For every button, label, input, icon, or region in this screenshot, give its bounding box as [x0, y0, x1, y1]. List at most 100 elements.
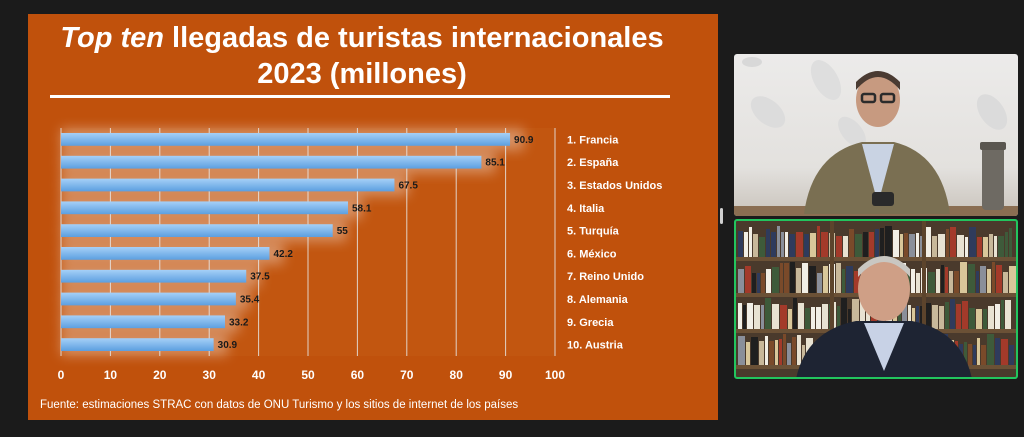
book — [821, 232, 828, 257]
book — [747, 303, 753, 329]
book — [875, 229, 879, 257]
book — [746, 342, 750, 365]
book — [805, 308, 810, 329]
book — [860, 299, 865, 329]
book — [976, 271, 979, 293]
book — [957, 235, 964, 257]
participant-video-1[interactable] — [734, 54, 1018, 216]
bar — [61, 269, 247, 283]
book — [817, 273, 822, 293]
glasses — [860, 92, 877, 104]
book — [880, 228, 884, 257]
bar-value-label: 30.9 — [218, 340, 238, 351]
book — [946, 229, 949, 257]
book — [789, 234, 795, 257]
book — [869, 232, 874, 257]
book — [893, 308, 897, 329]
book — [749, 227, 752, 257]
book — [912, 308, 915, 329]
person-head — [858, 257, 910, 321]
book — [916, 273, 920, 293]
book — [802, 263, 808, 293]
participant-video-2-active[interactable] — [734, 219, 1018, 379]
book — [932, 305, 938, 329]
person-shirt — [864, 323, 904, 371]
book — [775, 340, 778, 365]
book — [772, 304, 779, 329]
book — [751, 337, 758, 365]
panel-resize-handle[interactable] — [720, 208, 723, 224]
book — [898, 306, 901, 329]
book — [761, 305, 764, 329]
book — [987, 334, 994, 365]
book — [849, 229, 854, 257]
book — [969, 227, 976, 257]
book — [908, 305, 911, 329]
book — [793, 298, 797, 329]
x-tick-label: 70 — [400, 368, 414, 382]
book — [757, 273, 760, 293]
x-tick-label: 0 — [58, 368, 65, 382]
x-tick-label: 60 — [351, 368, 365, 382]
book — [983, 237, 988, 257]
book — [926, 303, 931, 329]
book — [766, 269, 771, 293]
book — [941, 265, 944, 293]
book — [1009, 266, 1016, 293]
book — [761, 273, 765, 293]
bar-value-label: 90.9 — [514, 135, 534, 146]
book — [788, 309, 792, 329]
book — [738, 269, 744, 293]
bar-value-label: 58.1 — [352, 203, 372, 214]
book — [885, 226, 892, 257]
book — [738, 336, 745, 365]
shelf-post — [922, 221, 926, 377]
book — [949, 271, 953, 293]
book — [1003, 272, 1008, 293]
bar — [61, 315, 226, 329]
book — [783, 334, 786, 365]
book — [738, 303, 742, 329]
shelf-post — [830, 221, 834, 377]
book — [848, 309, 851, 329]
book — [817, 226, 820, 257]
book — [816, 307, 821, 329]
book — [992, 262, 995, 293]
book — [980, 266, 986, 293]
book — [977, 237, 982, 257]
book — [772, 267, 779, 293]
book — [780, 305, 787, 329]
bar — [61, 201, 349, 215]
book — [787, 343, 791, 365]
category-label: 8. Alemania — [567, 294, 629, 306]
book — [855, 234, 862, 257]
book — [962, 301, 968, 329]
wall-decor-shape — [838, 116, 866, 148]
participant-video-2-frame — [736, 221, 1016, 377]
book — [950, 299, 955, 329]
book — [1009, 345, 1014, 365]
book — [968, 264, 975, 293]
bar-value-label: 37.5 — [250, 272, 270, 283]
book — [973, 345, 976, 365]
category-label: 6. México — [567, 248, 617, 260]
bar-chart: 90.9 1. Francia 85.1 2. España 67.5 3. Estado… — [58, 128, 662, 382]
bar-value-label: 85.1 — [485, 158, 505, 169]
wall-decor-shape — [976, 94, 1008, 130]
slide-title: Top ten llegadas de turistas internacion… — [28, 20, 696, 92]
book — [950, 227, 956, 257]
book — [769, 341, 774, 365]
book — [964, 342, 967, 365]
book — [987, 269, 991, 293]
book — [802, 345, 805, 365]
book — [823, 266, 828, 293]
x-tick-label: 10 — [104, 368, 118, 382]
book — [945, 302, 949, 329]
book — [843, 236, 848, 257]
bar-value-label: 42.2 — [273, 249, 293, 260]
category-label: 4. Italia — [567, 203, 605, 215]
book — [893, 230, 899, 257]
book — [759, 341, 764, 365]
book — [822, 304, 828, 329]
book — [780, 263, 783, 293]
